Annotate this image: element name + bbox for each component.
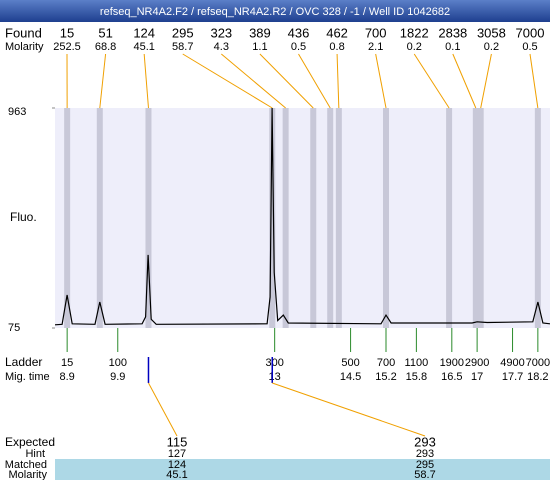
found-band — [310, 108, 317, 328]
mig-time: 17.7 — [502, 371, 523, 383]
ladder-size: 7000 — [526, 357, 550, 369]
y-axis-label: Fluo. — [10, 210, 37, 224]
molarity-value: 0.5 — [291, 41, 306, 53]
matched-size: 124 — [168, 459, 186, 471]
mig-time: 18.2 — [527, 371, 548, 383]
found-band — [472, 108, 479, 328]
ladder-size: 4900 — [500, 357, 524, 369]
expected-size: 115 — [167, 434, 188, 449]
expected-label: Expected — [5, 435, 55, 449]
found-connector — [452, 53, 477, 109]
molarity-value: 68.8 — [95, 41, 116, 53]
matched-molarity: 45.1 — [166, 469, 187, 480]
molarity-value: 4.3 — [214, 41, 229, 53]
found-size: 1822 — [400, 25, 429, 40]
molarity-value: 0.8 — [329, 41, 344, 53]
molarity-value: 45.1 — [133, 41, 154, 53]
found-size: 2838 — [438, 25, 467, 40]
found-band — [383, 108, 390, 328]
ladder-size: 300 — [265, 357, 283, 369]
found-connector — [480, 53, 492, 109]
found-connector — [375, 53, 387, 109]
molarity-value: 1.1 — [252, 41, 267, 53]
found-connector — [99, 53, 107, 109]
matched-size: 295 — [416, 459, 434, 471]
found-size: 3058 — [477, 25, 506, 40]
found-size: 323 — [210, 25, 232, 40]
found-band — [534, 108, 541, 328]
mig-time: 9.9 — [110, 371, 125, 383]
matched-connector — [148, 382, 178, 437]
y-tick-label: 963 — [8, 106, 26, 118]
molarity-value: 0.5 — [522, 41, 537, 53]
molarity-value: 252.5 — [53, 41, 81, 53]
molarity-value: 2.1 — [368, 41, 383, 53]
found-connector — [413, 53, 450, 109]
ladder-size: 500 — [341, 357, 359, 369]
ladder-size: 700 — [377, 357, 395, 369]
hint-value: 293 — [416, 448, 434, 460]
ladder-size: 1900 — [440, 357, 464, 369]
found-band — [327, 108, 334, 328]
found-connector — [298, 53, 331, 109]
mig-time-label: Mig. time — [5, 371, 50, 383]
found-band — [64, 108, 71, 328]
hint-label: Hint — [25, 448, 45, 460]
found-size: 124 — [133, 25, 155, 40]
found-connector — [259, 53, 314, 109]
found-connector — [221, 53, 286, 109]
found-size: 295 — [172, 25, 194, 40]
title: refseq_NR4A2.F2 / refseq_NR4A2.R2 / OVC … — [100, 6, 450, 18]
found-size: 389 — [249, 25, 271, 40]
mig-time: 13 — [269, 371, 281, 383]
found-band — [335, 108, 342, 328]
found-connector — [336, 53, 340, 109]
mig-time: 15.8 — [406, 371, 427, 383]
molarity-value: 0.2 — [407, 41, 422, 53]
found-band — [269, 108, 276, 328]
found-band — [446, 108, 453, 328]
found-connector — [529, 53, 539, 109]
found-size: 700 — [365, 25, 387, 40]
matched-label: Matched — [5, 459, 47, 471]
found-band — [145, 108, 152, 328]
found-size: 462 — [326, 25, 348, 40]
mig-time: 14.5 — [340, 371, 361, 383]
found-band — [477, 108, 484, 328]
trace — [54, 107, 550, 326]
title-bar — [0, 0, 550, 22]
ladder-label: Ladder — [5, 355, 42, 369]
hint-value: 127 — [168, 448, 186, 460]
mig-time: 16.5 — [441, 371, 462, 383]
found-band — [282, 108, 289, 328]
matched-molarity-label: Molarity — [8, 469, 47, 480]
mig-time: 15.2 — [375, 371, 396, 383]
matched-band — [55, 459, 550, 480]
found-connector — [182, 53, 273, 109]
found-size: 51 — [98, 25, 112, 40]
mig-time: 8.9 — [59, 371, 74, 383]
ladder-size: 1100 — [405, 357, 429, 369]
mig-time: 17 — [471, 371, 483, 383]
expected-size: 293 — [414, 434, 436, 449]
molarity-value: 58.7 — [172, 41, 193, 53]
matched-molarity: 58.7 — [414, 469, 435, 480]
found-connector — [143, 53, 149, 109]
ladder-size: 100 — [109, 357, 127, 369]
y-tick-label: 75 — [8, 322, 20, 334]
ladder-size: 2900 — [465, 357, 489, 369]
found-band — [96, 108, 103, 328]
matched-connector — [272, 382, 426, 437]
ladder-size: 15 — [61, 357, 73, 369]
found-size: 436 — [288, 25, 310, 40]
molarity-label: Molarity — [5, 41, 44, 53]
molarity-value: 0.1 — [445, 41, 460, 53]
plot-area — [55, 108, 550, 328]
found-size: 7000 — [516, 25, 545, 40]
found-label: Found — [5, 25, 42, 40]
found-size: 15 — [60, 25, 74, 40]
molarity-value: 0.2 — [484, 41, 499, 53]
